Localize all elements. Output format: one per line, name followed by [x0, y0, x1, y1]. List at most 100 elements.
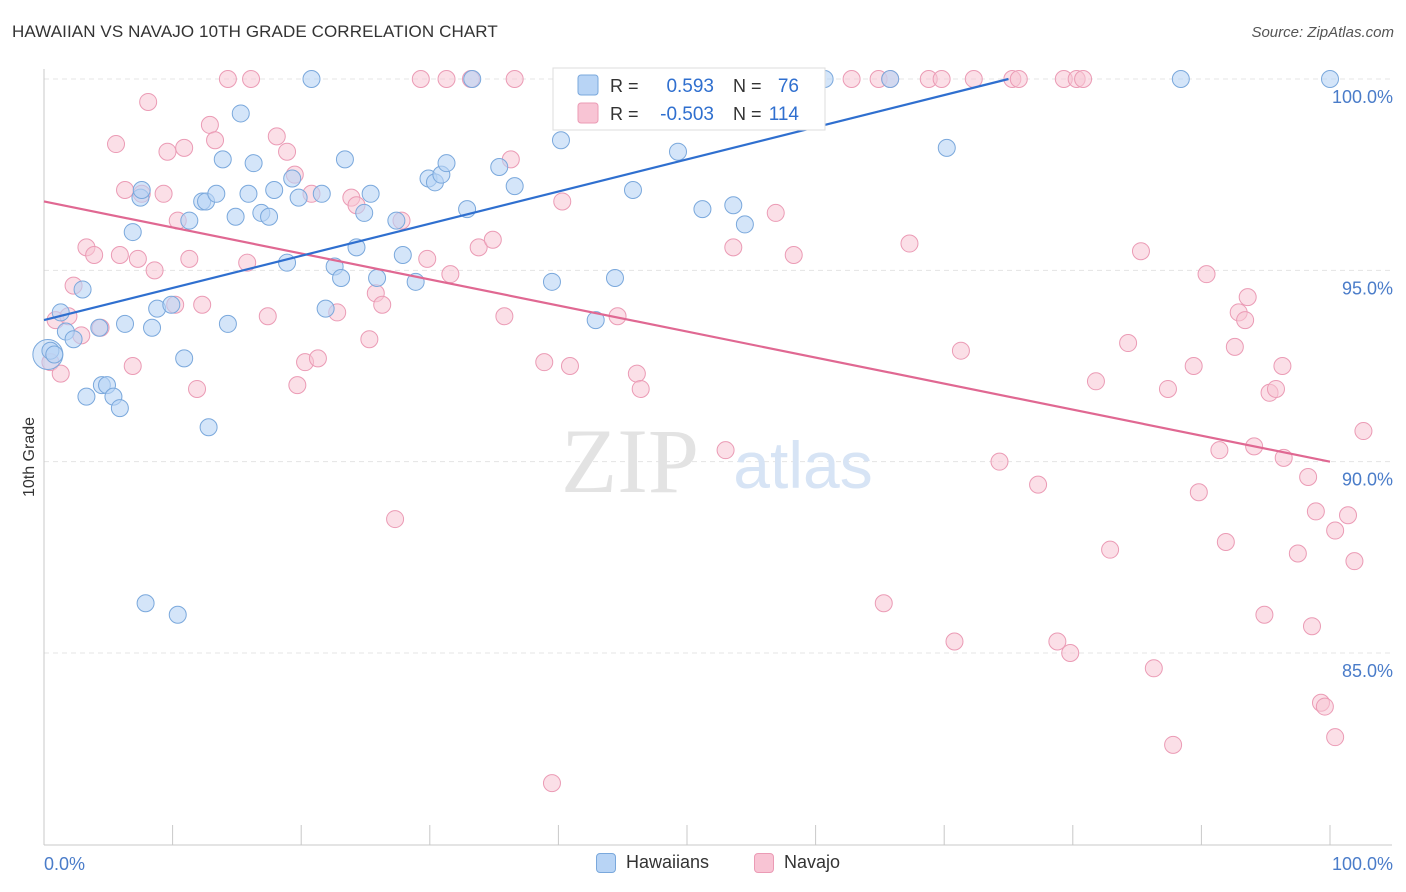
- hawaiians-point: [226, 207, 245, 226]
- navajo-point: [724, 238, 743, 257]
- hawaiians-point: [260, 207, 279, 226]
- hawaiians-point: [283, 169, 302, 188]
- hawaiians-point: [463, 70, 482, 88]
- navajo-point: [560, 357, 579, 375]
- hawaiians-point: [244, 154, 263, 173]
- navajo-point: [1326, 521, 1345, 540]
- navajo-point: [188, 379, 207, 398]
- navajo-point: [1119, 334, 1138, 353]
- navajo-point: [1101, 540, 1120, 559]
- hawaiians-point: [937, 138, 956, 157]
- hawaiians-point: [668, 142, 687, 161]
- navajo-point: [85, 246, 104, 265]
- navajo-point: [360, 330, 379, 349]
- hawaiians-point: [724, 196, 743, 215]
- navajo-point: [535, 353, 554, 372]
- navajo-point: [1216, 533, 1235, 552]
- hawaiians-point: [90, 318, 109, 337]
- hawaiians-point: [218, 314, 237, 333]
- navajo-point: [990, 452, 1009, 471]
- navajo-point: [107, 135, 126, 154]
- hawaiians-n-label: N =: [733, 76, 762, 96]
- navajo-point: [308, 349, 327, 368]
- navajo-point: [1074, 70, 1093, 88]
- hawaiians-point: [505, 177, 524, 196]
- navajo-point: [1255, 605, 1274, 624]
- source-credit: Source: ZipAtlas.com: [1251, 24, 1394, 41]
- navajo-point: [238, 253, 257, 272]
- navajo-point: [110, 246, 129, 265]
- legend-item-navajo[interactable]: Navajo: [754, 852, 840, 873]
- navajo-point: [1061, 644, 1080, 662]
- navajo-point: [716, 441, 735, 460]
- navajo-point: [139, 92, 158, 111]
- hawaiians-point: [136, 594, 155, 613]
- navajo-point: [1273, 357, 1292, 375]
- y-tick-label-3: 85.0%: [1342, 661, 1393, 681]
- navajo-point: [1326, 728, 1345, 747]
- navajo-point: [631, 379, 650, 398]
- hawaiians-point: [143, 318, 162, 337]
- hawaiians-point: [551, 131, 570, 150]
- navajo-point: [1048, 632, 1067, 651]
- hawaiians-swatch-icon: [596, 852, 616, 873]
- navajo-point: [1339, 506, 1358, 525]
- navajo-point: [1354, 422, 1373, 441]
- navajo-point: [206, 131, 225, 150]
- navajo-point: [1189, 483, 1208, 502]
- hawaiians-point: [199, 418, 218, 437]
- hawaiians-legend-swatch: [577, 74, 599, 96]
- hawaiians-point: [168, 605, 187, 624]
- navajo-point: [505, 70, 524, 88]
- navajo-r-value: -0.503: [660, 104, 714, 125]
- navajo-point: [441, 265, 460, 284]
- x-tick-label-0: 0.0%: [44, 854, 85, 874]
- navajo-point: [495, 307, 514, 326]
- hawaiians-point: [265, 180, 284, 199]
- bottom-legend: Hawaiians Navajo: [0, 852, 1406, 878]
- chart-title: HAWAIIAN VS NAVAJO 10TH GRADE CORRELATIO…: [12, 22, 498, 41]
- hawaiians-point: [335, 150, 354, 169]
- hawaiians-point: [123, 223, 142, 242]
- navajo-point: [242, 70, 261, 88]
- navajo-point: [154, 184, 173, 203]
- navajo-point: [1238, 288, 1257, 307]
- navajo-trend-line: [43, 200, 1331, 463]
- trend-lines: [43, 77, 1331, 463]
- navajo-point: [373, 295, 392, 314]
- navajo-point: [951, 341, 970, 360]
- navajo-point: [469, 238, 488, 257]
- navajo-point: [1197, 265, 1216, 284]
- legend-item-hawaiians[interactable]: Hawaiians: [596, 852, 709, 873]
- navajo-point: [1306, 502, 1325, 521]
- hawaiians-point: [881, 70, 900, 88]
- y-tick-label-0: 100.0%: [1332, 87, 1393, 107]
- navajo-point: [418, 249, 437, 268]
- navajo-point: [1009, 70, 1028, 88]
- navajo-swatch-icon: [754, 852, 774, 873]
- navajo-series: [41, 70, 1373, 793]
- navajo-point: [1210, 441, 1229, 460]
- legend-label-navajo: Navajo: [784, 852, 841, 872]
- navajo-point: [437, 70, 456, 88]
- navajo-point: [784, 246, 803, 265]
- navajo-point: [218, 70, 237, 88]
- hawaiians-point: [312, 184, 331, 203]
- y-tick-label-1: 95.0%: [1342, 278, 1393, 298]
- navajo-point: [1266, 379, 1285, 398]
- hawaiians-series: [32, 70, 1339, 624]
- navajo-r-label: R =: [610, 104, 639, 124]
- watermark: ZIP atlas: [561, 410, 873, 512]
- navajo-point: [842, 70, 861, 88]
- hawaiians-point: [175, 349, 194, 368]
- hawaiians-n-value: 76: [778, 76, 799, 97]
- y-tick-labels: 100.0% 95.0% 90.0% 85.0%: [1332, 87, 1393, 681]
- hawaiians-point: [207, 184, 226, 203]
- hawaiians-point: [1321, 70, 1339, 88]
- hawaiians-point: [437, 154, 456, 173]
- navajo-point: [158, 142, 177, 161]
- navajo-point: [542, 774, 561, 793]
- hawaiians-point: [368, 268, 387, 287]
- hawaiians-r-label: R =: [610, 76, 639, 96]
